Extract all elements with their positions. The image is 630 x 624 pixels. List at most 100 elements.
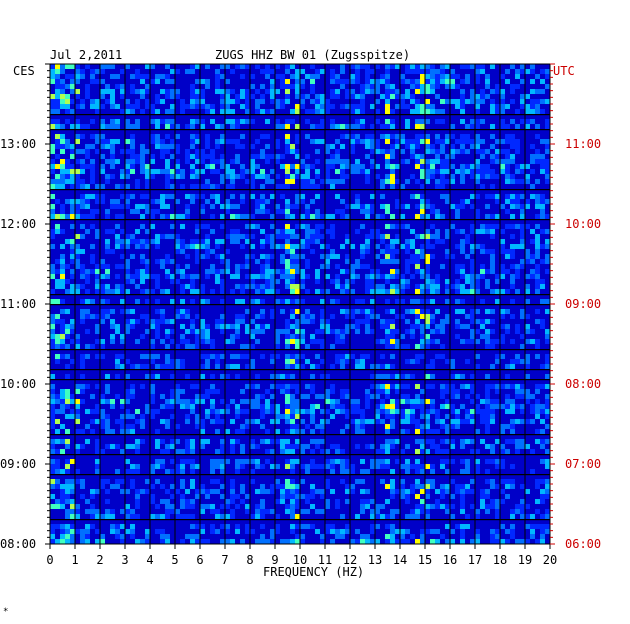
heatmap-cell xyxy=(205,184,210,189)
heatmap-cell xyxy=(400,529,405,534)
heatmap-cell xyxy=(290,484,295,489)
heatmap-cell xyxy=(180,389,185,394)
heatmap-cell xyxy=(180,469,185,474)
heatmap-cell xyxy=(275,429,280,434)
heatmap-cell xyxy=(535,104,540,109)
heatmap-cell xyxy=(330,214,335,219)
heatmap-cell xyxy=(420,154,425,159)
heatmap-cell xyxy=(215,199,220,204)
heatmap-cell xyxy=(240,399,245,404)
heatmap-cell xyxy=(460,274,465,279)
heatmap-cell xyxy=(230,179,235,184)
heatmap-cell xyxy=(205,409,210,414)
heatmap-cell xyxy=(350,104,355,109)
heatmap-cell xyxy=(70,239,75,244)
heatmap-cell xyxy=(455,264,460,269)
heatmap-cell xyxy=(205,354,210,359)
heatmap-cell xyxy=(385,159,390,164)
heatmap-cell xyxy=(270,404,275,409)
heatmap-cell xyxy=(150,274,155,279)
heatmap-cell xyxy=(420,64,425,69)
heatmap-cell xyxy=(330,489,335,494)
heatmap-cell xyxy=(310,364,315,369)
heatmap-cell xyxy=(240,464,245,469)
heatmap-cell xyxy=(125,309,130,314)
heatmap-cell xyxy=(335,169,340,174)
heatmap-cell xyxy=(270,489,275,494)
heatmap-cell xyxy=(90,74,95,79)
heatmap-cell xyxy=(295,409,300,414)
heatmap-cell xyxy=(415,89,420,94)
heatmap-cell xyxy=(125,274,130,279)
heatmap-cell xyxy=(420,324,425,329)
heatmap-cell xyxy=(140,334,145,339)
heatmap-cell xyxy=(60,144,65,149)
heatmap-cell xyxy=(440,174,445,179)
heatmap-cell xyxy=(540,244,545,249)
heatmap-cell xyxy=(250,344,255,349)
heatmap-cell xyxy=(70,479,75,484)
heatmap-cell xyxy=(50,64,55,69)
heatmap-cell xyxy=(285,134,290,139)
heatmap-cell xyxy=(295,334,300,339)
heatmap-cell xyxy=(280,124,285,129)
heatmap-cell xyxy=(365,399,370,404)
heatmap-cell xyxy=(395,164,400,169)
heatmap-cell xyxy=(390,424,395,429)
heatmap-cell xyxy=(535,274,540,279)
heatmap-cell xyxy=(55,354,60,359)
heatmap-cell xyxy=(380,409,385,414)
heatmap-cell xyxy=(340,464,345,469)
heatmap-cell xyxy=(85,439,90,444)
heatmap-cell xyxy=(370,314,375,319)
heatmap-cell xyxy=(350,134,355,139)
heatmap-cell xyxy=(325,329,330,334)
heatmap-cell xyxy=(80,159,85,164)
heatmap-cell xyxy=(150,139,155,144)
heatmap-cell xyxy=(325,464,330,469)
heatmap-cell xyxy=(170,504,175,509)
heatmap-cell xyxy=(100,199,105,204)
heatmap-cell xyxy=(480,119,485,124)
heatmap-cell xyxy=(115,234,120,239)
heatmap-cell xyxy=(390,224,395,229)
heatmap-cell xyxy=(535,134,540,139)
heatmap-cell xyxy=(450,539,455,544)
heatmap-cell xyxy=(285,69,290,74)
heatmap-cell xyxy=(520,509,525,514)
heatmap-cell xyxy=(230,514,235,519)
heatmap-cell xyxy=(385,389,390,394)
heatmap-cell xyxy=(205,359,210,364)
heatmap-cell xyxy=(285,324,290,329)
heatmap-cell xyxy=(135,419,140,424)
heatmap-cell xyxy=(345,489,350,494)
heatmap-cell xyxy=(430,539,435,544)
heatmap-cell xyxy=(365,314,370,319)
heatmap-cell xyxy=(450,404,455,409)
heatmap-cell xyxy=(375,374,380,379)
right-y-tick-label: 07:00 xyxy=(565,457,601,471)
heatmap-cell xyxy=(210,264,215,269)
heatmap-cell xyxy=(165,399,170,404)
heatmap-cell xyxy=(425,334,430,339)
heatmap-cell xyxy=(130,169,135,174)
heatmap-cell xyxy=(190,399,195,404)
heatmap-cell xyxy=(200,239,205,244)
heatmap-cell xyxy=(525,104,530,109)
heatmap-cell xyxy=(225,174,230,179)
heatmap-cell xyxy=(295,204,300,209)
heatmap-cell xyxy=(105,144,110,149)
heatmap-cell xyxy=(285,274,290,279)
heatmap-cell xyxy=(395,89,400,94)
heatmap-cell xyxy=(535,279,540,284)
heatmap-cell xyxy=(465,409,470,414)
heatmap-cell xyxy=(145,89,150,94)
heatmap-cell xyxy=(145,209,150,214)
heatmap-cell xyxy=(220,419,225,424)
heatmap-cell xyxy=(70,254,75,259)
heatmap-cell xyxy=(325,159,330,164)
heatmap-cell xyxy=(475,144,480,149)
heatmap-cell xyxy=(150,154,155,159)
heatmap-cell xyxy=(470,374,475,379)
heatmap-cell xyxy=(120,299,125,304)
